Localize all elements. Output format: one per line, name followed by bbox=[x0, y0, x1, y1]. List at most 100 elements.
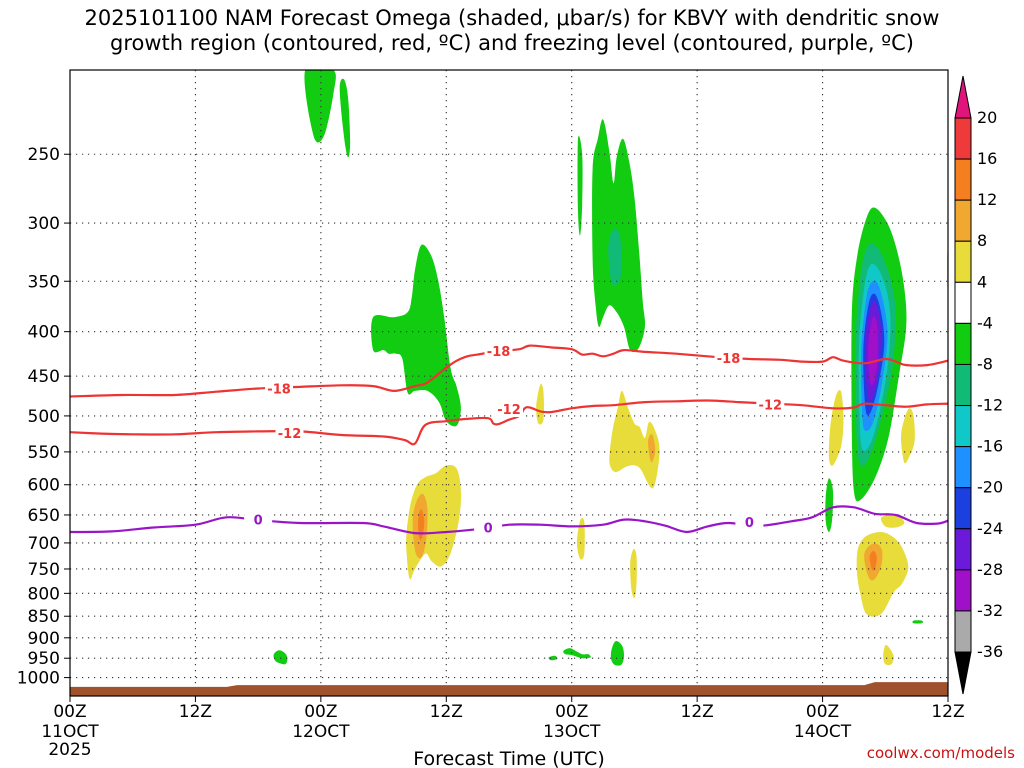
y-tick-label: 950 bbox=[28, 649, 60, 669]
y-tick-label: 900 bbox=[28, 629, 60, 649]
omega-region bbox=[825, 478, 834, 532]
omega-region bbox=[339, 78, 351, 158]
x-tick-label: 00Z bbox=[806, 702, 839, 722]
y-tick-label: 850 bbox=[28, 607, 60, 627]
colorbar-band bbox=[954, 240, 972, 283]
y-tick-label: 350 bbox=[28, 272, 60, 292]
y-axis: 2503003504004505005506006507007508008509… bbox=[17, 145, 70, 689]
x-tick-label: 12Z bbox=[931, 702, 964, 722]
y-tick-label: 750 bbox=[28, 560, 60, 580]
x-axis-title: Forecast Time (UTC) bbox=[413, 748, 604, 768]
plot-frame bbox=[69, 69, 949, 697]
y-tick-label: 450 bbox=[28, 367, 60, 387]
omega-region bbox=[304, 70, 336, 143]
omega-region bbox=[901, 408, 915, 464]
chart-title-line1: 2025101100 NAM Forecast Omega (shaded, μ… bbox=[84, 6, 940, 30]
colorbar-label: 12 bbox=[977, 190, 997, 209]
x-tick-label: 12Z bbox=[430, 702, 463, 722]
colorbar-label: -24 bbox=[977, 519, 1003, 538]
contour-label-bg bbox=[244, 511, 273, 528]
omega-region bbox=[417, 509, 425, 540]
colorbar-band bbox=[954, 487, 972, 530]
x-tick-year: 2025 bbox=[48, 740, 91, 760]
omega-region bbox=[371, 244, 461, 427]
omega-region bbox=[577, 135, 583, 236]
colorbar-band bbox=[954, 363, 972, 407]
omega-region bbox=[630, 549, 637, 599]
colorbar-label: 4 bbox=[977, 272, 987, 291]
ground bbox=[70, 682, 948, 696]
x-tick-label: 12Z bbox=[681, 702, 714, 722]
colorbar-min-arrow bbox=[954, 651, 972, 695]
colorbar-label: -12 bbox=[977, 396, 1003, 415]
x-tick-date: 13OCT bbox=[543, 722, 601, 742]
contour-label: -12 bbox=[759, 398, 783, 413]
omega-shading bbox=[273, 70, 948, 666]
y-tick-label: 1000 bbox=[17, 669, 60, 689]
omega-region bbox=[883, 644, 894, 666]
colorbar-label: -28 bbox=[977, 560, 1003, 579]
contour-label-bg bbox=[275, 424, 304, 441]
contour-label: -12 bbox=[497, 403, 521, 418]
colorbar-band bbox=[954, 405, 972, 448]
colorbar-label: -4 bbox=[977, 313, 993, 332]
colorbar-band bbox=[954, 117, 972, 160]
colorbar-band bbox=[954, 569, 972, 612]
omega-region bbox=[610, 640, 624, 666]
x-tick-date: 11OCT bbox=[41, 722, 99, 742]
y-tick-label: 250 bbox=[28, 145, 60, 165]
contour-label-bg bbox=[756, 396, 785, 413]
chart-title-line2: growth region (contoured, red, ºC) and f… bbox=[110, 31, 914, 55]
y-tick-label: 650 bbox=[28, 506, 60, 526]
contour-label-bg bbox=[474, 519, 503, 536]
colorbar: 20 16 12 8 4 -4 -8 -12 -16 -20 -24 -28 -32 -36 bbox=[954, 75, 1003, 695]
colorbar-band bbox=[954, 281, 972, 324]
contour-label: 0 bbox=[484, 522, 493, 537]
colorbar-label: -20 bbox=[977, 478, 1003, 497]
x-tick-label: 00Z bbox=[304, 702, 337, 722]
colorbar-label: -36 bbox=[977, 642, 1003, 661]
y-tick-label: 550 bbox=[28, 443, 60, 463]
colorbar-max-arrow bbox=[954, 75, 972, 119]
contour-line--12 bbox=[70, 399, 948, 446]
contour-label-bg bbox=[714, 350, 743, 367]
colorbar-label: -32 bbox=[977, 601, 1003, 620]
x-tick-label: 00Z bbox=[53, 702, 86, 722]
colorbar-label: 16 bbox=[977, 149, 997, 168]
omega-region bbox=[880, 515, 905, 528]
contour-label-bg bbox=[484, 342, 513, 359]
contour-line--18 bbox=[70, 344, 948, 398]
plot-background bbox=[70, 70, 948, 696]
contour-label: -18 bbox=[717, 352, 741, 367]
omega-region bbox=[912, 620, 923, 624]
x-tick-date: 14OCT bbox=[794, 722, 852, 742]
contour-label-bg bbox=[495, 401, 523, 418]
omega-region bbox=[609, 390, 660, 489]
contour-label: 0 bbox=[745, 516, 754, 531]
contour-label-bg bbox=[265, 380, 294, 397]
colorbar-label: 20 bbox=[977, 108, 997, 127]
ground-surface bbox=[70, 682, 948, 696]
omega-region bbox=[869, 550, 877, 571]
x-tick-date: 12OCT bbox=[292, 722, 350, 742]
omega-region bbox=[868, 316, 879, 386]
y-tick-label: 700 bbox=[28, 534, 60, 554]
colorbar-label: -16 bbox=[977, 437, 1003, 456]
contours: -18 -18 -18 -12 -12 -12 0 0 0 bbox=[70, 342, 948, 537]
colorbar-band bbox=[954, 610, 972, 653]
y-tick-label: 400 bbox=[28, 323, 60, 343]
colorbar-label: -8 bbox=[977, 354, 993, 373]
omega-region bbox=[273, 650, 288, 665]
contour-label-bg bbox=[735, 513, 764, 530]
omega-region bbox=[576, 517, 585, 560]
contour-label: 0 bbox=[254, 514, 263, 529]
credit-text: coolwx.com/models bbox=[867, 744, 1015, 762]
contour-label: -18 bbox=[487, 345, 511, 360]
colorbar-band bbox=[954, 199, 972, 242]
chart-title: 2025101100 NAM Forecast Omega (shaded, μ… bbox=[0, 6, 1024, 56]
omega-region bbox=[563, 648, 591, 659]
y-tick-label: 300 bbox=[28, 214, 60, 234]
y-tick-label: 600 bbox=[28, 476, 60, 496]
